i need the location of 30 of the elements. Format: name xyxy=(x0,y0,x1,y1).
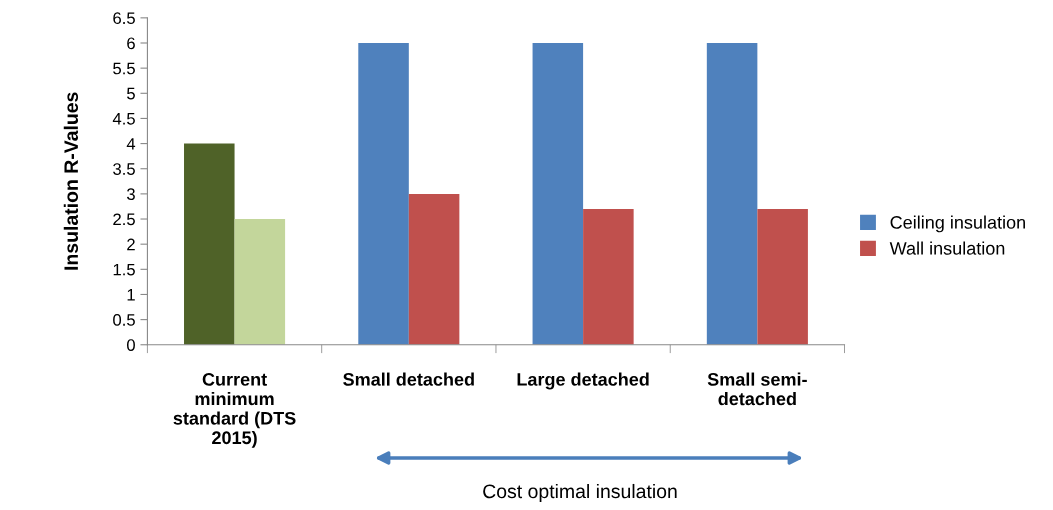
text: Cost optimal insulation xyxy=(483,483,677,503)
x-tick-label: Small semi- detached xyxy=(707,372,807,406)
x-tick-label: Large detached xyxy=(517,372,649,390)
bar xyxy=(757,208,808,345)
bar xyxy=(358,43,409,345)
y-tick-label: 6.5 xyxy=(113,12,135,25)
y-tick-label: 6 xyxy=(127,37,135,50)
bar xyxy=(184,143,235,345)
y-tick-label: 1.5 xyxy=(113,263,135,276)
x-tick-label: Current minimum standard (DTS 2015) xyxy=(173,373,296,448)
y-tick-label: 4.5 xyxy=(112,113,135,125)
y-tick-label: 5 xyxy=(127,87,135,100)
y-tick-label: 0.5 xyxy=(113,314,135,326)
bar xyxy=(408,193,460,345)
y-tick-label: 4 xyxy=(126,138,136,150)
y-tick-label: 2.5 xyxy=(113,213,135,226)
y-tick-label: 3 xyxy=(126,188,135,201)
y-tick-label: 3.5 xyxy=(113,163,135,175)
y-tick-label: 1 xyxy=(127,289,135,301)
bar xyxy=(583,208,634,345)
bar xyxy=(706,43,758,345)
legend-label: Ceiling insulation xyxy=(890,215,1025,233)
bar xyxy=(234,219,286,345)
y-axis-title: Insulation R-Values xyxy=(63,92,79,270)
y-tick-label: 2 xyxy=(127,238,135,251)
bar xyxy=(532,43,584,345)
y-tick-label: 0 xyxy=(127,339,135,351)
y-tick-label: 5.5 xyxy=(113,62,135,75)
legend-label: Wall insulation xyxy=(889,241,1005,255)
x-tick-label: Small detached xyxy=(343,372,474,386)
